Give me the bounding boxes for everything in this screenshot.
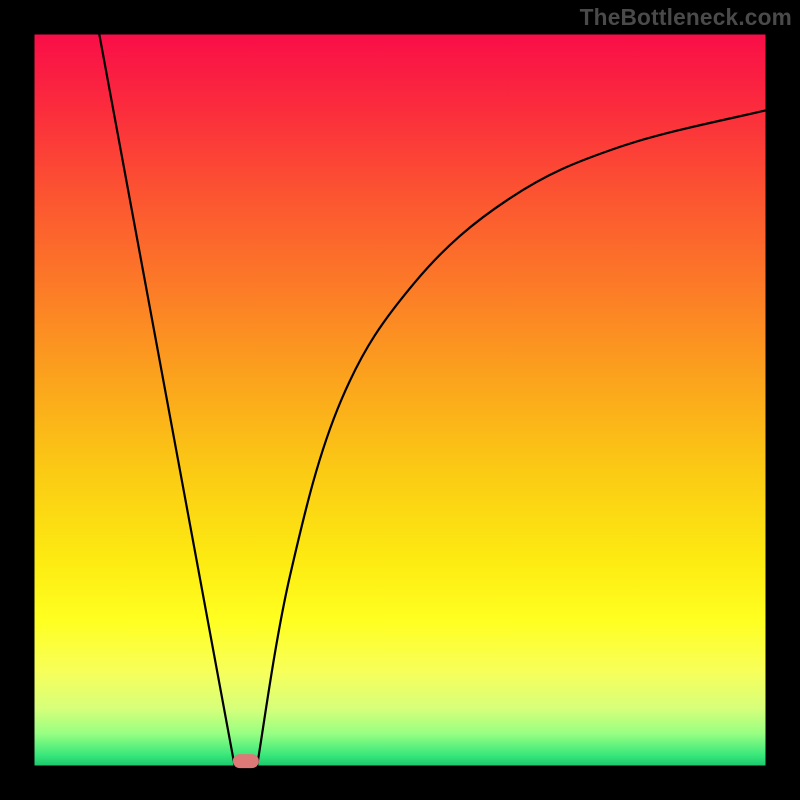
optimum-marker xyxy=(233,754,259,768)
plot-background xyxy=(33,33,767,767)
chart-container: TheBottleneck.com xyxy=(0,0,800,800)
watermark-text: TheBottleneck.com xyxy=(580,4,792,31)
chart-svg xyxy=(0,0,800,800)
